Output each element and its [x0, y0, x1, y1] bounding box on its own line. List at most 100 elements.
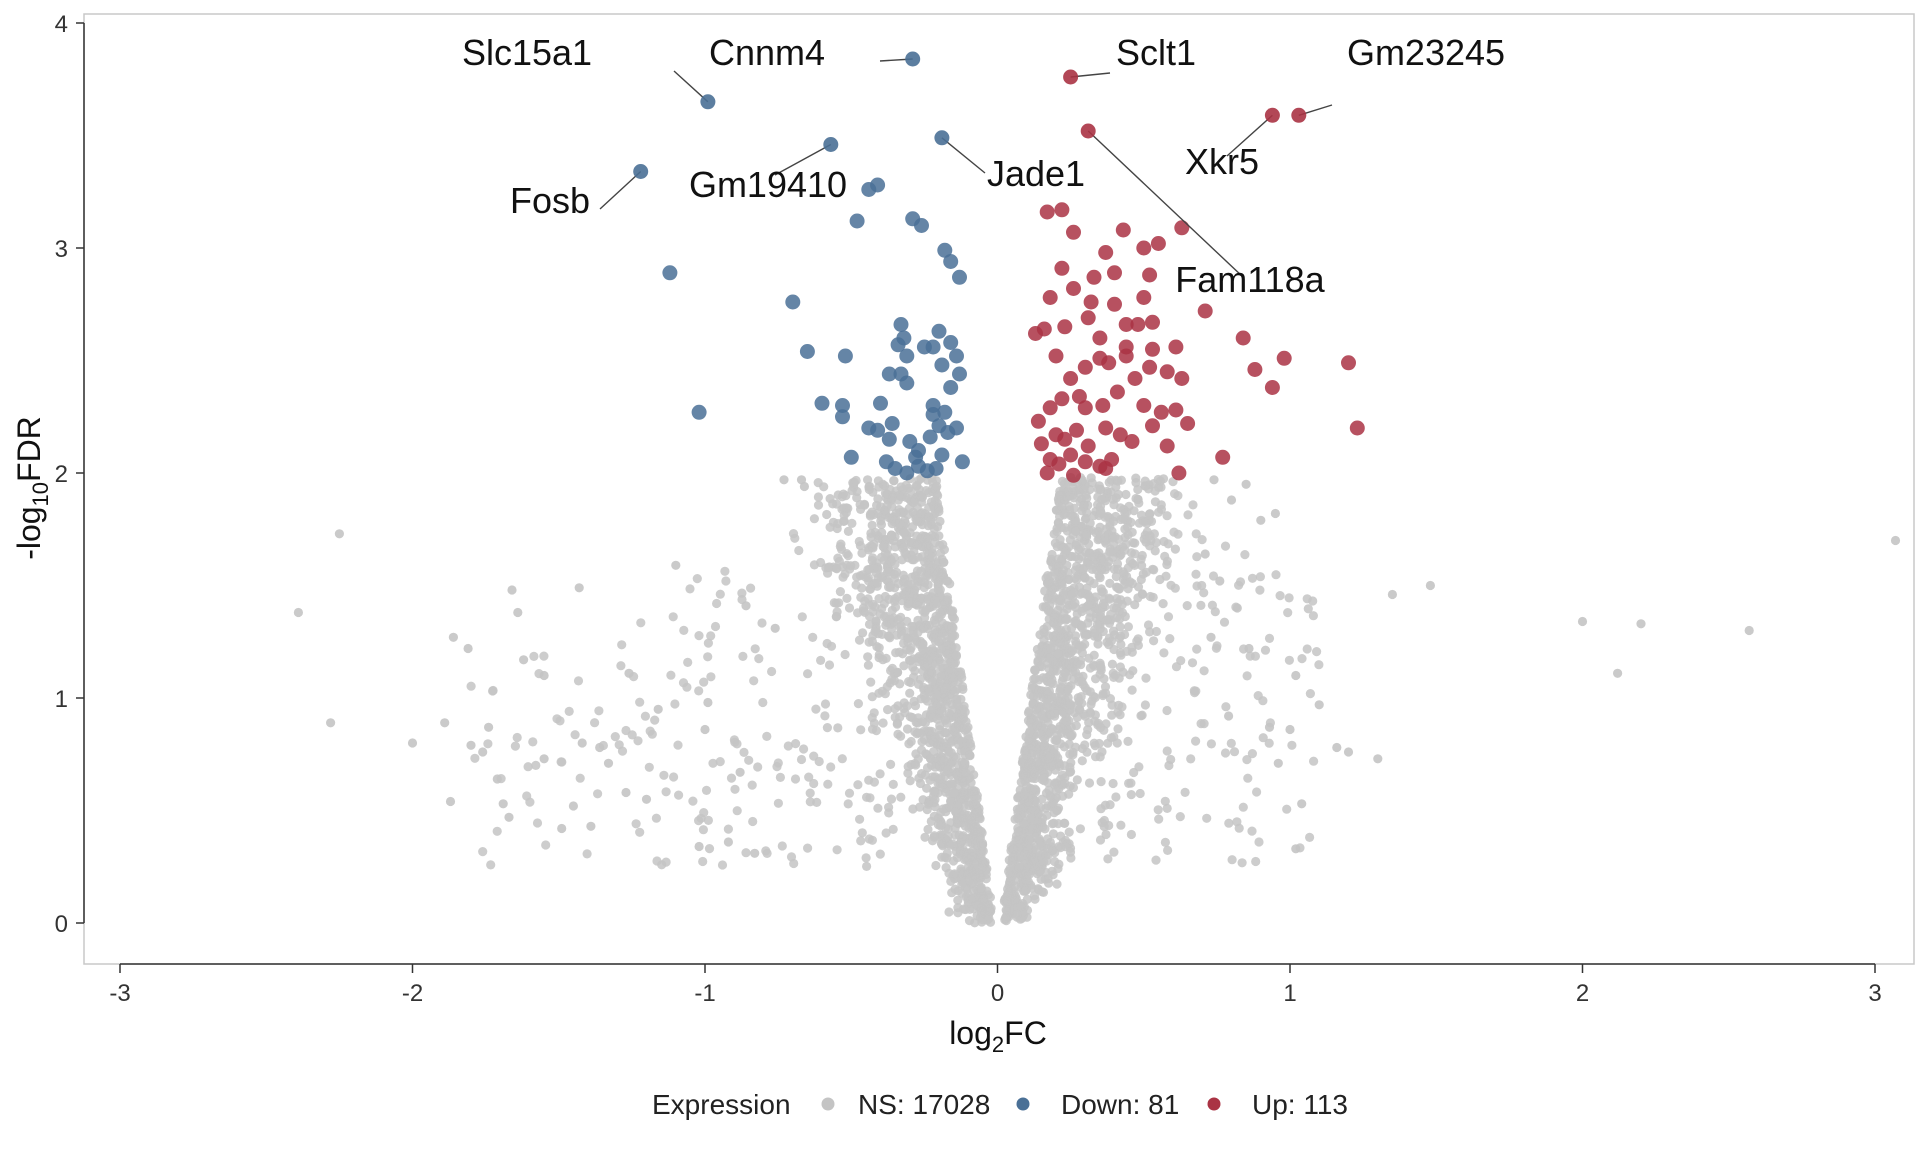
ns-point — [886, 619, 897, 629]
ns-point — [879, 555, 889, 565]
ns-point — [1159, 648, 1169, 658]
down-point — [799, 344, 815, 359]
ns-point — [1095, 522, 1105, 532]
ns-point — [640, 711, 651, 721]
ns-point — [933, 567, 943, 577]
ns-point — [843, 799, 853, 809]
ns-point — [882, 567, 893, 577]
ns-point — [1124, 501, 1134, 511]
ns-point — [856, 592, 866, 603]
ns-point — [940, 715, 951, 725]
ns-point — [846, 561, 856, 571]
ns-point — [947, 673, 957, 683]
ns-point — [1145, 531, 1155, 541]
ns-point — [862, 861, 872, 872]
ns-point — [868, 542, 878, 552]
ns-point — [1049, 744, 1059, 754]
ns-point — [1192, 644, 1202, 654]
up-point — [1066, 224, 1081, 240]
ns-point — [1128, 538, 1138, 548]
ns-point — [822, 509, 832, 520]
ns-point — [1227, 855, 1237, 865]
ns-point — [899, 661, 909, 671]
ns-point — [934, 637, 944, 647]
ns-point — [556, 757, 566, 767]
ns-point — [666, 670, 676, 680]
ns-point — [1043, 843, 1053, 853]
ns-point — [757, 618, 767, 628]
ns-point — [1077, 648, 1087, 658]
ns-point — [1114, 584, 1124, 594]
ns-point — [1170, 583, 1180, 593]
ns-point — [1270, 508, 1280, 519]
ns-point — [1158, 599, 1168, 609]
ns-point — [721, 576, 731, 586]
ns-point — [1065, 749, 1075, 759]
ns-point — [1186, 754, 1196, 764]
ns-point — [887, 501, 897, 512]
ns-point — [644, 762, 654, 772]
ns-point — [933, 491, 943, 501]
ns-point — [1200, 549, 1210, 559]
ns-point — [1240, 550, 1250, 560]
ns-point — [1082, 493, 1092, 503]
ns-point — [1080, 631, 1090, 641]
ns-point — [1128, 666, 1138, 676]
ns-point — [1044, 631, 1054, 641]
ns-point — [940, 852, 950, 862]
down-point — [949, 420, 964, 436]
ns-point — [1118, 567, 1128, 577]
ns-point — [1303, 604, 1313, 614]
ns-point — [1128, 559, 1138, 569]
ns-point — [881, 828, 891, 838]
ns-point — [927, 669, 937, 679]
ns-point — [1115, 622, 1125, 632]
up-point — [1136, 398, 1152, 413]
ns-point — [1273, 758, 1283, 768]
ns-point — [1109, 516, 1119, 527]
ns-point — [867, 555, 877, 566]
ns-point — [1039, 624, 1049, 634]
ns-point — [1387, 589, 1397, 600]
ns-point — [889, 552, 900, 563]
ns-point — [929, 524, 939, 534]
ns-point — [1077, 620, 1087, 631]
ns-point — [1199, 588, 1209, 598]
ns-point — [877, 528, 887, 538]
ns-point — [1171, 662, 1182, 672]
down-point — [934, 447, 950, 463]
ns-point — [1054, 490, 1065, 500]
ns-point — [1332, 742, 1342, 753]
ns-point — [723, 837, 734, 847]
ns-point — [861, 853, 871, 863]
ns-point — [876, 516, 886, 526]
ns-point — [1044, 653, 1054, 663]
ns-point — [1116, 631, 1126, 641]
ns-point — [1169, 527, 1179, 537]
ns-point — [866, 532, 876, 542]
ns-point — [866, 677, 876, 687]
ns-point — [957, 888, 967, 898]
ns-point — [966, 818, 976, 828]
ns-point — [855, 814, 865, 824]
up-point — [1145, 341, 1160, 357]
ns-point — [1107, 659, 1117, 669]
ns-point — [570, 730, 580, 740]
ns-point — [1221, 702, 1231, 712]
ns-point — [900, 708, 910, 718]
ns-point — [1030, 784, 1040, 794]
ns-point — [889, 476, 899, 486]
ns-point — [1077, 756, 1087, 766]
ns-point — [1145, 627, 1155, 637]
ns-point — [1024, 835, 1034, 845]
ns-point — [1049, 808, 1059, 818]
ns-point — [843, 526, 854, 537]
ns-point — [1103, 854, 1113, 864]
legend-title: Expression — [652, 1089, 791, 1120]
ns-point — [1252, 787, 1262, 797]
ns-point — [923, 824, 933, 835]
down-point — [943, 380, 959, 395]
ns-point — [1053, 649, 1063, 659]
ns-point — [1254, 837, 1264, 847]
ns-point — [968, 834, 978, 844]
